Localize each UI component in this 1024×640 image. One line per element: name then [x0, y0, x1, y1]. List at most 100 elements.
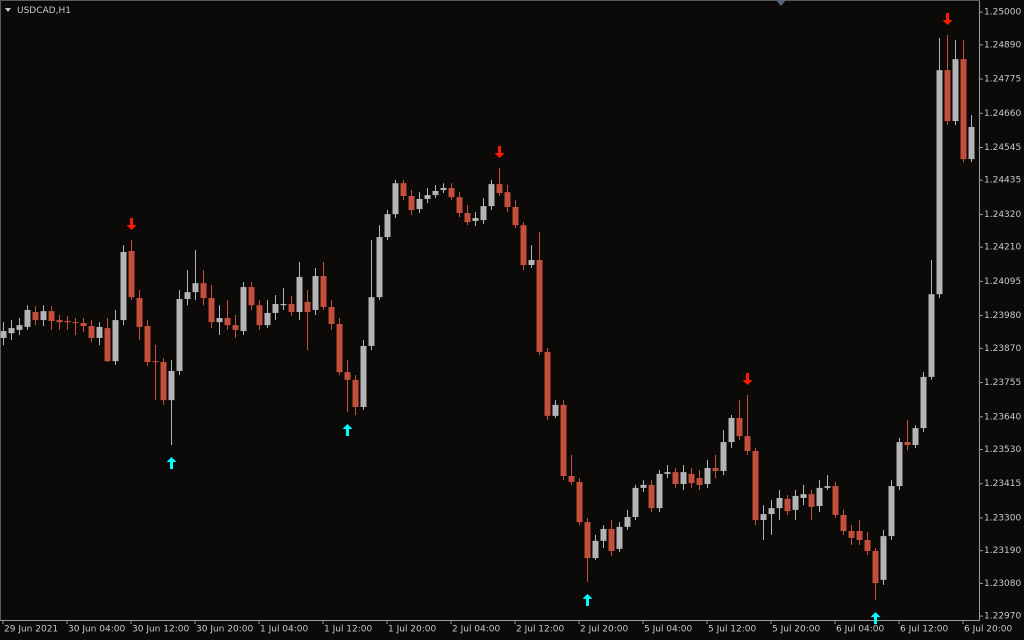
y-tick-label: 1.24890 [984, 40, 1021, 50]
candle-body [272, 304, 279, 313]
candle-body [712, 467, 719, 471]
candle-body [752, 450, 759, 521]
x-tick-label: 30 Jun 20:00 [196, 625, 253, 635]
candle-body [280, 304, 287, 306]
candle-body [576, 481, 583, 523]
candle-body [128, 251, 135, 298]
candle-body [432, 190, 439, 196]
candle-body [440, 187, 447, 191]
signal-arrow-up [166, 457, 177, 470]
x-tick-label: 2 Jul 12:00 [516, 625, 565, 635]
candle-body [472, 218, 479, 221]
candle-body [904, 442, 911, 446]
candle-body [616, 526, 623, 549]
candle-body [672, 472, 679, 485]
candle-body [504, 192, 511, 208]
candle-body [768, 508, 775, 515]
candle-body [160, 362, 167, 401]
y-tick-label: 1.24210 [984, 243, 1021, 253]
candle-body [320, 276, 327, 307]
x-tick-label: 5 Jul 04:00 [644, 625, 693, 635]
x-tick-label: 1 Jul 12:00 [324, 625, 373, 635]
x-tick-label: 30 Jun 12:00 [132, 625, 189, 635]
candle-body [816, 487, 823, 507]
candle-body [392, 183, 399, 215]
x-tick-label: 6 Jul 12:00 [900, 625, 949, 635]
x-tick-label: 6 Jul 04:00 [836, 625, 885, 635]
menu-triangle [5, 8, 11, 12]
candle-body [0, 331, 7, 338]
y-tick-label: 1.23190 [984, 546, 1021, 556]
candle-body [848, 531, 855, 538]
candle-body [24, 309, 31, 327]
candle-body [704, 467, 711, 485]
x-tick-label: 5 Jul 12:00 [708, 625, 757, 635]
candle-body [864, 539, 871, 551]
candle-body [664, 472, 671, 474]
y-tick-label: 1.23870 [984, 344, 1021, 354]
y-tick-label: 1.24320 [984, 210, 1021, 220]
candle-body [520, 225, 527, 266]
candle-body [424, 195, 431, 199]
signal-arrow-down [494, 146, 505, 159]
y-tick-label: 1.24435 [984, 176, 1021, 186]
y-tick-label: 1.23755 [984, 378, 1021, 388]
candle-body [448, 187, 455, 198]
candle-body [648, 484, 655, 509]
candle-body [552, 404, 559, 416]
y-tick-label: 1.23640 [984, 412, 1021, 422]
candle-body [328, 306, 335, 324]
candle-body [936, 70, 943, 295]
candle-body [728, 417, 735, 443]
candle-body [512, 207, 519, 226]
candle-body [416, 198, 423, 210]
candle-body [336, 323, 343, 373]
candle-body [248, 287, 255, 306]
candle-body [264, 312, 271, 326]
candle-body [592, 540, 599, 559]
candle-body [64, 320, 71, 323]
candle-body [312, 276, 319, 310]
y-tick-label: 1.24545 [984, 143, 1021, 153]
candle-body [624, 517, 631, 527]
candle-body [640, 484, 647, 488]
candle-body [192, 283, 199, 293]
candle-body [808, 494, 815, 507]
candle-body [488, 184, 495, 207]
candle-body [72, 322, 79, 324]
candle-body [48, 311, 55, 321]
signal-arrow-down [942, 13, 953, 26]
y-tick-label: 1.24095 [984, 277, 1021, 287]
candle-body [368, 297, 375, 346]
candle-body [608, 528, 615, 551]
candle-body [720, 442, 727, 471]
candle-body [928, 294, 935, 377]
candle-body [144, 326, 151, 363]
candle-body [288, 304, 295, 313]
y-tick-label: 1.25000 [984, 8, 1021, 18]
candle-body [584, 522, 591, 559]
candle-body [104, 328, 111, 362]
candle-body [168, 370, 175, 401]
candle-body [784, 498, 791, 512]
y-tick-label: 1.23980 [984, 311, 1021, 321]
candle-body [696, 478, 703, 485]
x-tick-label: 5 Jul 20:00 [772, 625, 821, 635]
candle-body [872, 550, 879, 584]
candle-body [384, 214, 391, 238]
y-tick-label: 1.24660 [984, 109, 1021, 119]
candle-body [216, 317, 223, 323]
candle-body [944, 70, 951, 122]
y-tick-label: 1.22970 [984, 612, 1021, 622]
candle-body [120, 251, 127, 321]
x-tick-label: 2 Jul 04:00 [452, 625, 501, 635]
candle-body [544, 351, 551, 416]
candle-body [856, 531, 863, 540]
candle-body [80, 323, 87, 327]
candle-body [464, 212, 471, 223]
candle-body [568, 475, 575, 482]
candle-body [400, 183, 407, 196]
y-tick-label: 1.23080 [984, 579, 1021, 589]
signal-arrow-up [342, 424, 353, 437]
